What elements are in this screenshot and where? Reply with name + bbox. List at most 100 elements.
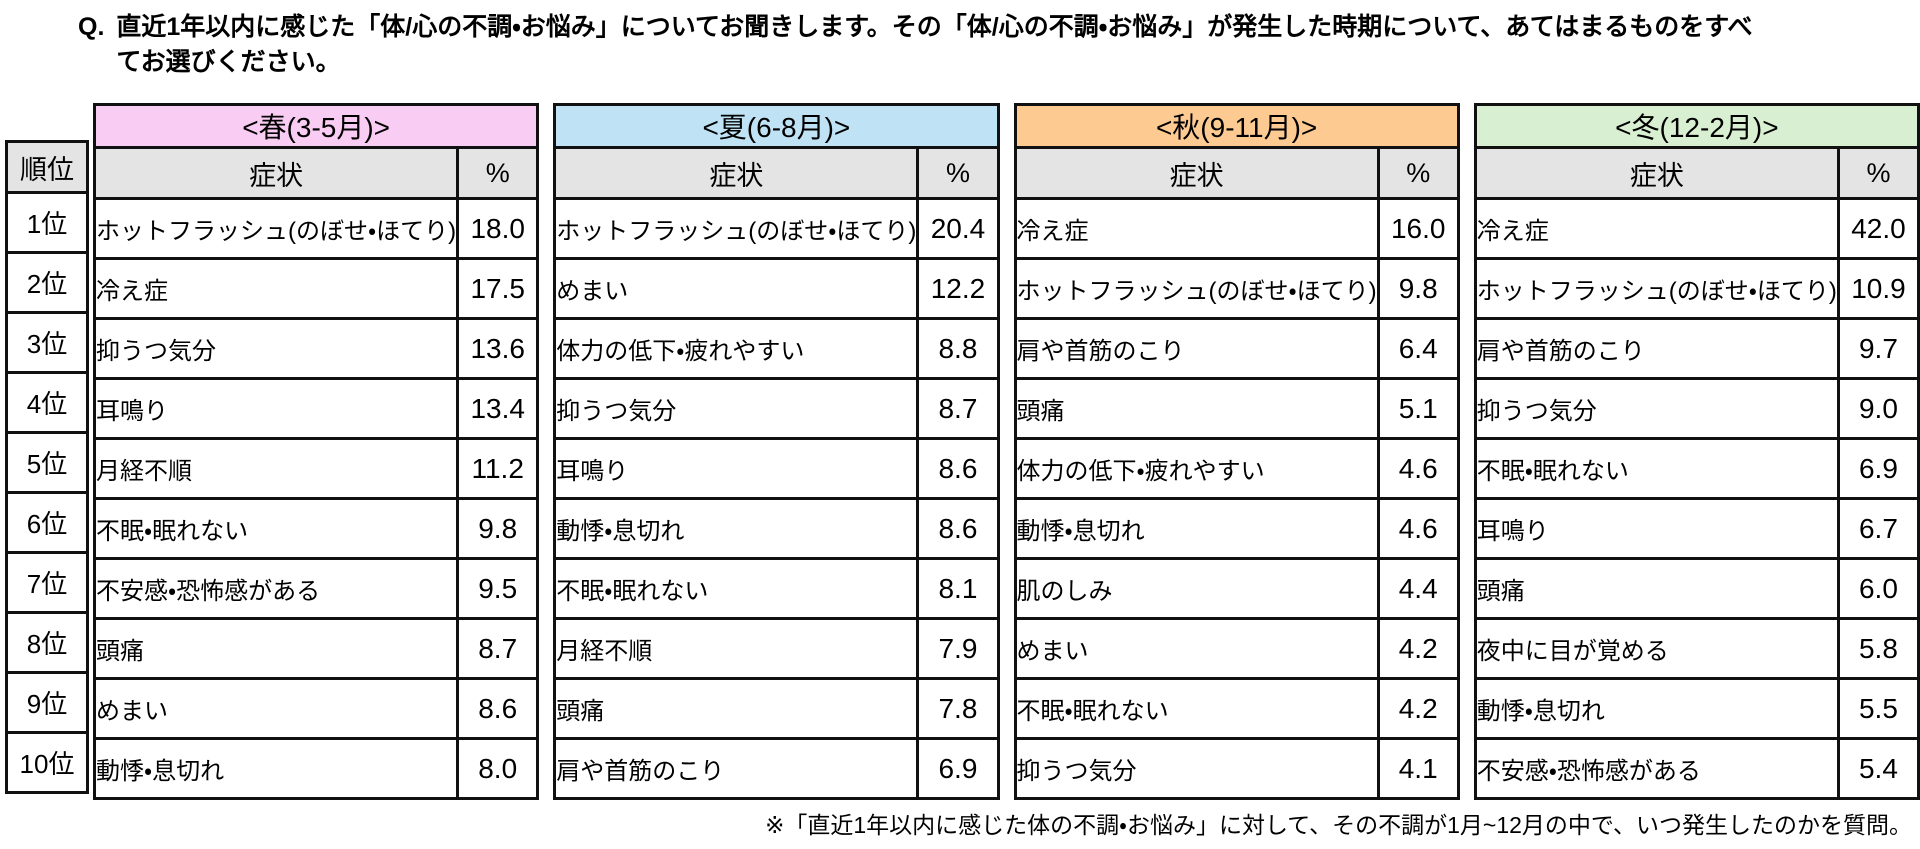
percent-cell: 20.4	[916, 197, 1000, 260]
percent-cell: 4.6	[1376, 497, 1460, 560]
percent-cell: 7.8	[916, 677, 1000, 740]
season-tables-row: 順位 1位 2位 3位 4位 5位 6位 7位 8位 9位 10位 <春(3-5月)> 症状% ホットフラ…	[0, 103, 1920, 800]
symptom-cell: 肌のしみ	[1013, 557, 1380, 620]
data-row: 動悸・息切れ 8.6	[553, 497, 1000, 560]
rank-cell: 3位	[5, 311, 89, 374]
percent-cell: 5.4	[1836, 737, 1920, 800]
data-row: 月経不順 11.2	[92, 437, 540, 500]
data-row: 不眠・眠れない 4.2	[1013, 677, 1460, 740]
percent-cell: 8.6	[916, 497, 1000, 560]
percent-cell: 8.0	[456, 737, 540, 800]
season-table-winter: <冬(12-2月)> 症状% 冷え症 42.0 ホットフラッシュ(のぼせ・ほてり) 10.…	[1473, 103, 1920, 800]
data-row: ホットフラッシュ(のぼせ・ほてり) 18.0	[92, 197, 540, 260]
rank-row: 8位	[5, 611, 89, 674]
season-band-row: <秋(9-11月)>	[1013, 103, 1460, 149]
percent-cell: 13.6	[456, 317, 540, 380]
rank-cell: 1位	[5, 191, 89, 254]
data-row: 不眠・眠れない 6.9	[1473, 437, 1920, 500]
symptom-cell: 月経不順	[92, 437, 460, 500]
rank-cell: 9位	[5, 671, 89, 734]
percent-cell: 5.8	[1836, 617, 1920, 680]
symptom-cell: 耳鳴り	[1473, 497, 1840, 560]
symptom-col-header: 症状	[92, 146, 460, 200]
data-row: めまい 4.2	[1013, 617, 1460, 680]
rank-row: 2位	[5, 251, 89, 314]
data-row: 頭痛 8.7	[92, 617, 540, 680]
percent-col-header: %	[1836, 146, 1920, 200]
season-band-row: <冬(12-2月)>	[1473, 103, 1920, 149]
data-row: 動悸・息切れ 4.6	[1013, 497, 1460, 560]
question-text: 直近1年以内に感じた「体/心の不調・お悩み」についてお聞きします。その「体/心の…	[116, 13, 1753, 76]
season-title-autumn: <秋(9-11月)>	[1013, 103, 1460, 149]
data-row: 冷え症 16.0	[1013, 197, 1460, 260]
rank-spacer-row	[7, 103, 88, 142]
rank-cell: 8位	[5, 611, 89, 674]
data-row: 動悸・息切れ 8.0	[92, 737, 540, 800]
percent-cell: 7.9	[916, 617, 1000, 680]
symptom-cell: 抑うつ気分	[92, 317, 460, 380]
symptom-cell: 肩や首筋のこり	[1473, 317, 1840, 380]
rank-row: 7位	[5, 551, 89, 614]
symptom-cell: 不眠・眠れない	[1013, 677, 1380, 740]
rank-cell: 7位	[5, 551, 89, 614]
percent-cell: 4.1	[1376, 737, 1460, 800]
percent-col-header: %	[916, 146, 1000, 200]
rank-header-row: 順位	[5, 140, 89, 194]
symptom-cell: 抑うつ気分	[553, 377, 920, 440]
percent-cell: 9.7	[1836, 317, 1920, 380]
symptom-cell: 不眠・眠れない	[92, 497, 460, 560]
percent-cell: 12.2	[916, 257, 1000, 320]
rank-col-header: 順位	[5, 140, 89, 194]
percent-cell: 6.4	[1376, 317, 1460, 380]
question: Q. 直近1年以内に感じた「体/心の不調・お悩み」についてお聞きします。その「体…	[0, 0, 1920, 79]
data-row: 肩や首筋のこり 6.9	[553, 737, 1000, 800]
season-summer: <夏(6-8月)> 症状% ホットフラッシュ(のぼせ・ほてり) 20.4 めまい 12.2…	[553, 103, 1000, 800]
data-row: 月経不順 7.9	[553, 617, 1000, 680]
symptom-cell: 不眠・眠れない	[553, 557, 920, 620]
symptom-cell: めまい	[92, 677, 460, 740]
symptom-cell: 体力の低下・疲れやすい	[553, 317, 920, 380]
rank-cell: 2位	[5, 251, 89, 314]
data-row: 耳鳴り 6.7	[1473, 497, 1920, 560]
season-title-spring: <春(3-5月)>	[92, 103, 540, 149]
data-row: 肩や首筋のこり 9.7	[1473, 317, 1920, 380]
symptom-cell: ホットフラッシュ(のぼせ・ほてり)	[1473, 257, 1840, 320]
symptom-cell: 頭痛	[553, 677, 920, 740]
rank-row: 4位	[5, 371, 89, 434]
percent-cell: 4.2	[1376, 677, 1460, 740]
data-row: 抑うつ気分 13.6	[92, 317, 540, 380]
rank-row: 9位	[5, 671, 89, 734]
symptom-cell: 頭痛	[1013, 377, 1380, 440]
data-row: 耳鳴り 8.6	[553, 437, 1000, 500]
data-row: 肌のしみ 4.4	[1013, 557, 1460, 620]
symptom-cell: 頭痛	[92, 617, 460, 680]
rank-row: 5位	[5, 431, 89, 494]
percent-cell: 4.2	[1376, 617, 1460, 680]
symptom-cell: 不眠・眠れない	[1473, 437, 1840, 500]
data-row: 肩や首筋のこり 6.4	[1013, 317, 1460, 380]
data-row: 不眠・眠れない 8.1	[553, 557, 1000, 620]
data-row: 動悸・息切れ 5.5	[1473, 677, 1920, 740]
data-row: 冷え症 42.0	[1473, 197, 1920, 260]
rank-cell: 5位	[5, 431, 89, 494]
symptom-col-header: 症状	[553, 146, 920, 200]
percent-cell: 6.9	[916, 737, 1000, 800]
column-header-row: 症状%	[92, 146, 540, 200]
rank-row: 1位	[5, 191, 89, 254]
percent-cell: 17.5	[456, 257, 540, 320]
data-row: 不眠・眠れない 9.8	[92, 497, 540, 560]
symptom-cell: 抑うつ気分	[1473, 377, 1840, 440]
percent-cell: 16.0	[1376, 197, 1460, 260]
symptom-cell: 不安感・恐怖感がある	[92, 557, 460, 620]
symptom-cell: 動悸・息切れ	[1473, 677, 1840, 740]
symptom-cell: 動悸・息切れ	[553, 497, 920, 560]
percent-cell: 8.7	[456, 617, 540, 680]
symptom-cell: めまい	[553, 257, 920, 320]
data-row: 頭痛 5.1	[1013, 377, 1460, 440]
percent-col-header: %	[1376, 146, 1460, 200]
data-row: 抑うつ気分 8.7	[553, 377, 1000, 440]
percent-cell: 6.7	[1836, 497, 1920, 560]
percent-cell: 8.6	[456, 677, 540, 740]
percent-cell: 11.2	[456, 437, 540, 500]
percent-cell: 10.9	[1836, 257, 1920, 320]
